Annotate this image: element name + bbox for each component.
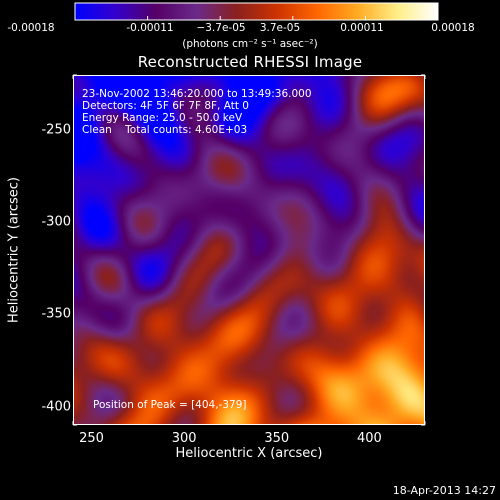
colorbar-tick-label: 0.00011: [340, 22, 384, 34]
colorbar: [74, 2, 439, 21]
info-time-range: 23-Nov-2002 13:46:20.000 to 13:49:36.000: [82, 88, 312, 100]
colorbar-tick-label: -0.00018: [7, 22, 55, 34]
y-tick-label: -400: [41, 399, 71, 415]
info-detectors: Detectors: 4F 5F 6F 7F 8F, Att 0: [82, 100, 249, 112]
y-axis-label: Heliocentric Y (arcsec): [6, 177, 22, 323]
generated-timestamp: 18-Apr-2013 14:27: [392, 484, 496, 497]
heatmap-image: [74, 76, 424, 424]
y-tick-label: -300: [41, 214, 71, 230]
plot-title: Reconstructed RHESSI Image: [137, 53, 363, 71]
y-tick-label: -250: [41, 122, 71, 138]
y-tick-label: -350: [41, 306, 71, 322]
x-tick-label: 300: [171, 431, 197, 446]
colorbar-tick-label: −3.7e-05: [196, 22, 246, 34]
info-energy-range: Energy Range: 25.0 - 50.0 keV: [82, 112, 243, 124]
colorbar-tick-label: 0.00018: [431, 22, 475, 34]
colorbar-tick-label: 3.7e-05: [259, 22, 301, 34]
x-tick-label: 400: [356, 431, 382, 446]
x-tick-label: 250: [79, 431, 104, 446]
colorbar-gradient: [74, 2, 439, 21]
peak-position-label: Position of Peak = [404,-379]: [93, 399, 247, 411]
colorbar-tick-label: -0.00011: [126, 22, 174, 34]
plot-area: 23-Nov-2002 13:46:20.000 to 13:49:36.000…: [73, 75, 425, 425]
colorbar-units: (photons cm⁻² s⁻¹ asec⁻²): [182, 38, 318, 50]
info-clean-counts: Clean Total counts: 4.60E+03: [82, 124, 248, 136]
x-tick-label: 350: [264, 431, 290, 446]
x-axis-label: Heliocentric X (arcsec): [175, 446, 323, 461]
